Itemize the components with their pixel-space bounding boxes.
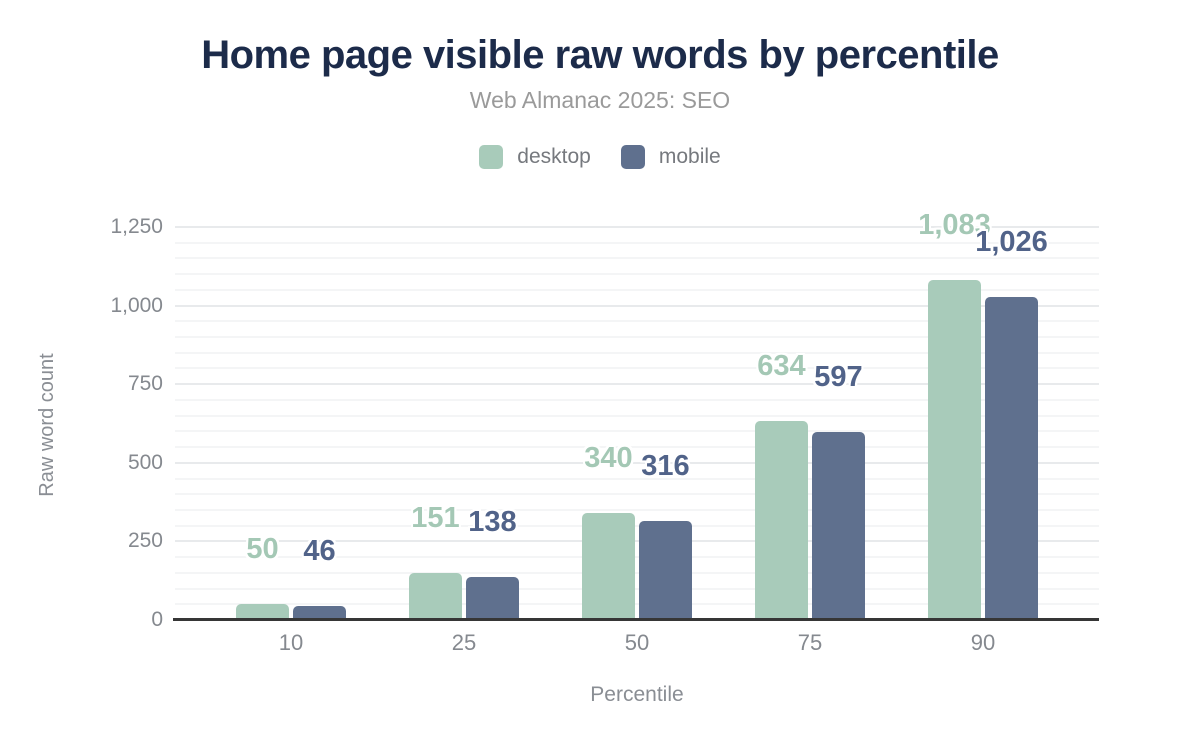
minor-gridline-100 — [175, 587, 1099, 590]
y-tick-label-0: 0 — [151, 608, 163, 631]
x-tick-label-75: 75 — [797, 630, 823, 655]
value-label-mobile-p25: 138 — [468, 505, 517, 538]
y-tick-label-250: 250 — [127, 529, 163, 553]
x-axis-title: Percentile — [590, 683, 684, 706]
minor-gridline-150 — [175, 571, 1099, 574]
y-tick-label-1250: 1,250 — [110, 215, 163, 238]
minor-gridline-400 — [175, 493, 1099, 496]
major-gridline-250 — [175, 540, 1099, 543]
bar-mobile-p10[interactable] — [293, 605, 346, 620]
legend-swatch-mobile — [620, 145, 645, 169]
bar-desktop-p90[interactable] — [928, 279, 981, 620]
major-gridline-1250 — [175, 226, 1099, 228]
chart-title: Home page visible raw words by percentil… — [201, 33, 999, 77]
value-label-mobile-p50: 316 — [641, 449, 690, 482]
value-label-mobile-p90: 1,026 — [975, 226, 1048, 259]
x-tick-label-10: 10 — [278, 630, 304, 655]
major-gridline-750 — [175, 383, 1099, 386]
minor-gridline-1150 — [175, 257, 1099, 260]
minor-gridline-1100 — [175, 273, 1099, 276]
value-label-desktop-p50: 340 — [584, 442, 633, 475]
legend-swatch-desktop — [479, 145, 504, 169]
y-tick-label-750: 750 — [127, 372, 163, 396]
minor-gridline-1050 — [175, 288, 1099, 291]
minor-gridline-50 — [175, 603, 1099, 606]
minor-gridline-600 — [175, 430, 1099, 433]
bar-mobile-p90[interactable] — [985, 297, 1038, 620]
x-tick-label-25: 25 — [451, 630, 477, 655]
minor-gridline-900 — [175, 336, 1099, 339]
legend-item-desktop[interactable]: desktop — [479, 145, 591, 169]
minor-gridline-850 — [175, 351, 1099, 354]
bar-mobile-p25[interactable] — [466, 576, 519, 620]
bar-desktop-p75[interactable] — [755, 420, 808, 620]
legend-item-mobile[interactable]: mobile — [620, 145, 721, 169]
legend-label-mobile: mobile — [658, 145, 721, 168]
minor-gridline-700 — [175, 398, 1099, 401]
minor-gridline-300 — [175, 524, 1099, 527]
x-tick-label-90: 90 — [970, 630, 996, 655]
legend: desktop mobile — [0, 143, 1200, 171]
bar-desktop-p50[interactable] — [582, 513, 635, 620]
y-tick-label-500: 500 — [127, 450, 163, 474]
value-label-mobile-p75: 597 — [814, 361, 863, 394]
minor-gridline-550 — [175, 446, 1099, 449]
value-label-desktop-p10: 50 — [246, 533, 279, 566]
minor-gridline-450 — [175, 477, 1099, 480]
y-tick-label-1000: 1,000 — [110, 293, 163, 317]
minor-gridline-950 — [175, 320, 1099, 323]
minor-gridline-800 — [175, 367, 1099, 370]
value-label-desktop-p75: 634 — [757, 349, 806, 382]
value-label-desktop-p90: 1,083 — [918, 208, 991, 241]
minor-gridline-350 — [175, 508, 1099, 511]
bar-desktop-p10[interactable] — [236, 604, 289, 620]
minor-gridline-1200 — [175, 241, 1099, 244]
chart-subtitle: Web Almanac 2025: SEO — [469, 87, 731, 113]
value-label-desktop-p25: 151 — [411, 501, 460, 534]
x-tick-label-50: 50 — [624, 630, 650, 655]
bar-mobile-p50[interactable] — [639, 520, 692, 620]
major-gridline-500 — [175, 461, 1099, 464]
value-label-mobile-p10: 46 — [303, 534, 336, 567]
x-axis-line — [173, 618, 1099, 621]
major-gridline-1000 — [175, 304, 1099, 307]
minor-gridline-200 — [175, 556, 1099, 559]
legend-label-desktop: desktop — [517, 145, 591, 168]
bar-desktop-p25[interactable] — [409, 572, 462, 620]
minor-gridline-650 — [175, 414, 1099, 417]
bar-mobile-p75[interactable] — [812, 432, 865, 620]
